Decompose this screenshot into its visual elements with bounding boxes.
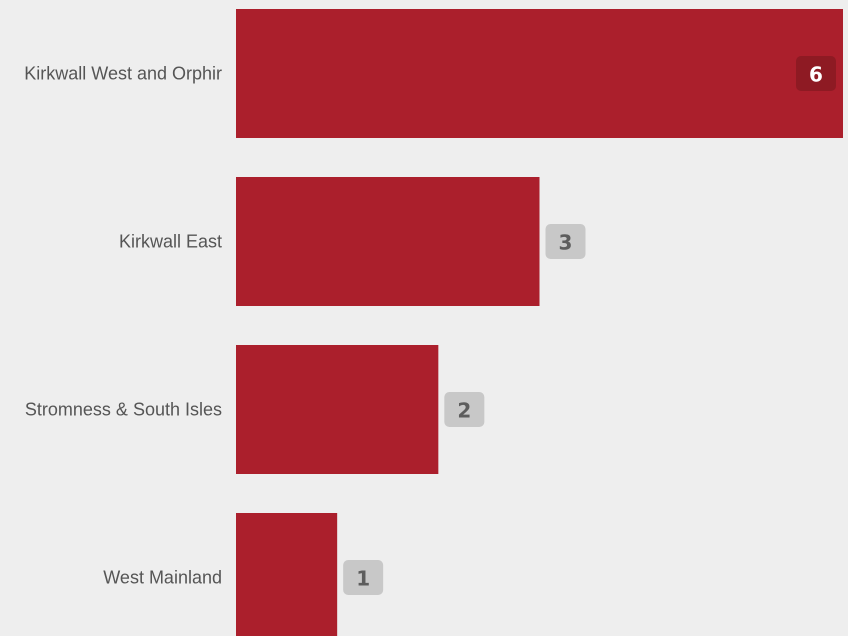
value-badge	[444, 392, 485, 427]
category-labels: Kirkwall West and Orphir Kirkwall East Str…	[24, 64, 222, 588]
value-label: 3	[559, 231, 573, 255]
bar-4	[236, 513, 338, 636]
category-label: West Mainland	[103, 568, 222, 588]
bar-2	[236, 177, 540, 306]
bar-1	[236, 9, 843, 138]
category-label: Kirkwall West and Orphir	[24, 64, 222, 84]
category-label: Kirkwall East	[119, 232, 222, 252]
value-badge	[545, 224, 586, 259]
value-label: 2	[457, 399, 471, 423]
category-label: Stromness & South Isles	[25, 400, 222, 420]
bars-layer	[236, 9, 843, 636]
value-label: 1	[356, 567, 370, 591]
bar-3	[236, 345, 439, 474]
value-badge	[343, 560, 384, 595]
value-label: 6	[809, 63, 823, 87]
value-badge	[796, 56, 836, 91]
value-labels: 6 3 2 1	[343, 56, 836, 595]
